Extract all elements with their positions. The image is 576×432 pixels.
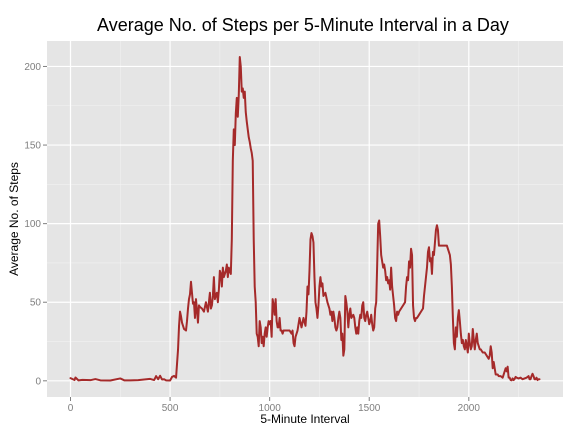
chart-title: Average No. of Steps per 5-Minute Interv… <box>97 15 509 35</box>
y-tick-label: 50 <box>30 298 42 309</box>
y-tick-label: 0 <box>35 376 41 387</box>
y-tick-label: 100 <box>24 219 41 230</box>
tick-layer: 0 500 1000 1500 2000 0 50 100 150 200 <box>24 62 480 414</box>
x-tick-label: 0 <box>68 403 74 414</box>
plot-panel <box>47 41 563 397</box>
y-tick-label: 150 <box>24 141 41 152</box>
y-axis-title: Average No. of Steps <box>7 162 21 276</box>
x-tick-label: 1000 <box>259 403 282 414</box>
series-line-0 <box>69 56 541 382</box>
x-axis-title: 5-Minute Interval <box>260 412 349 426</box>
x-tick-label: 1500 <box>358 403 381 414</box>
x-tick-label: 500 <box>162 403 179 414</box>
series-layer <box>69 56 541 382</box>
y-tick-label: 200 <box>24 62 41 73</box>
grid-minor-lines <box>47 41 563 397</box>
x-tick-label: 2000 <box>458 403 481 414</box>
